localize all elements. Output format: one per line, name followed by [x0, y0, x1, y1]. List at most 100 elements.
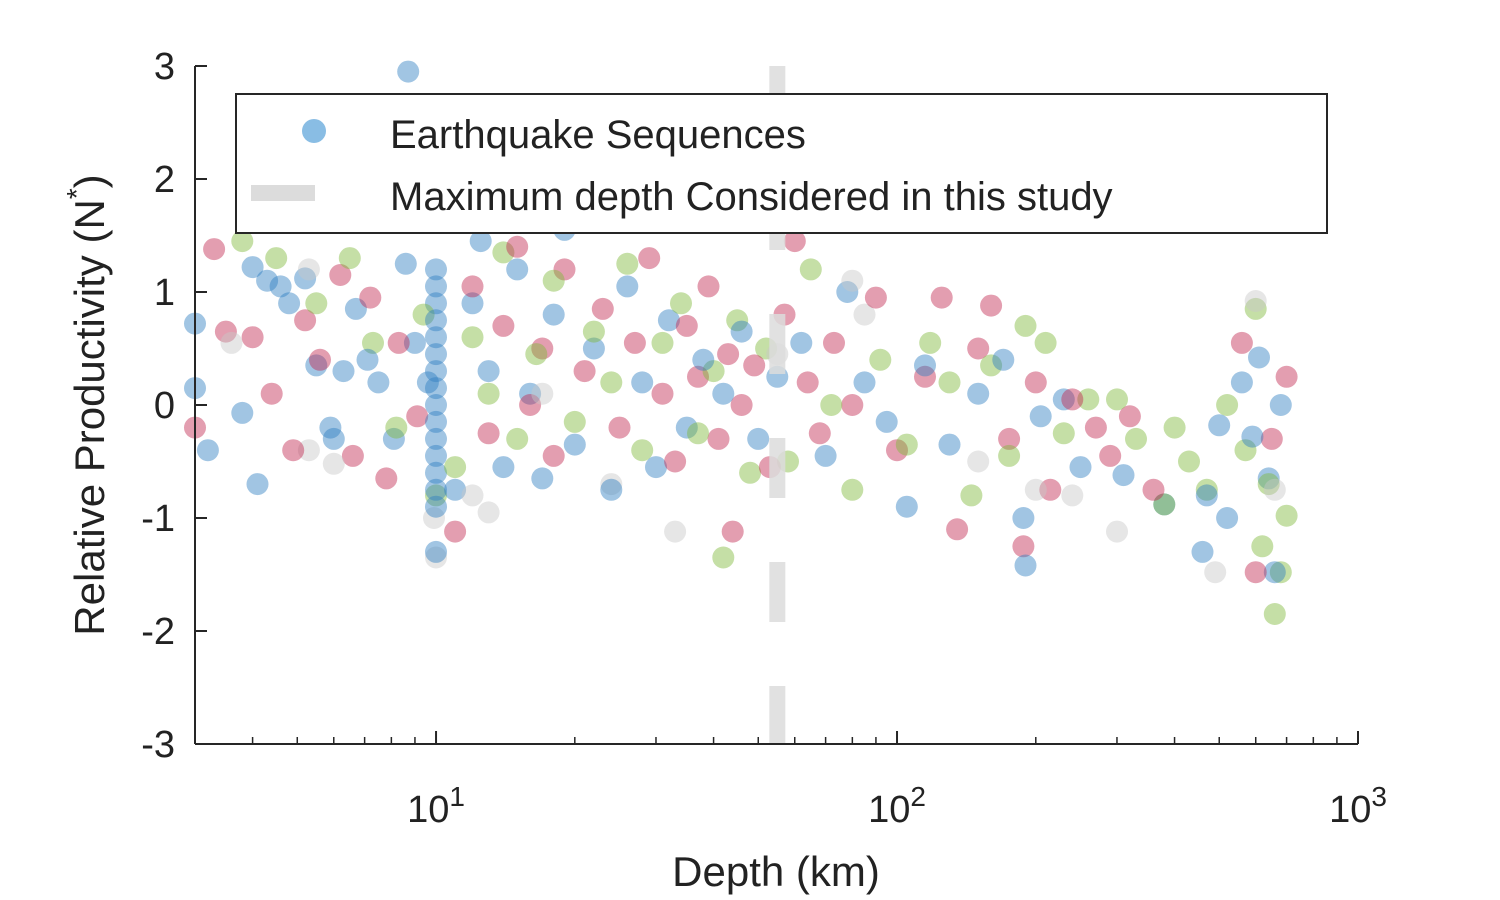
data-point [790, 331, 813, 354]
data-point [692, 348, 715, 371]
data-point [425, 258, 447, 281]
data-point [600, 478, 623, 501]
data-point [600, 473, 623, 496]
data-point [492, 456, 515, 479]
data-point [1263, 478, 1286, 501]
data-point [697, 275, 720, 298]
data-point [469, 230, 492, 253]
y-tick-label: -3 [141, 724, 175, 766]
y-axis-title-group: Relative Productivity (N*) [61, 174, 113, 635]
data-point [294, 309, 317, 332]
data-point [980, 354, 1003, 377]
data-point [600, 371, 623, 394]
data-point [864, 286, 887, 309]
data-point [322, 427, 345, 450]
data-point [783, 230, 806, 253]
data-point [930, 286, 953, 309]
data-point [651, 331, 674, 354]
data-point [841, 269, 864, 292]
data-point [1142, 478, 1165, 501]
data-point [730, 320, 753, 343]
data-point [519, 382, 542, 405]
data-point [707, 427, 730, 450]
data-point [1241, 425, 1264, 448]
data-point [739, 461, 762, 484]
data-point [980, 294, 1003, 317]
data-point [492, 314, 515, 337]
data-point [1257, 467, 1280, 490]
data-point [231, 230, 254, 253]
data-point [1263, 561, 1286, 584]
data-point [1029, 405, 1052, 428]
data-point [582, 320, 605, 343]
data-point [1260, 427, 1283, 450]
data-point [1153, 493, 1176, 516]
data-point [477, 501, 500, 524]
data-point [531, 382, 554, 405]
data-point [808, 422, 831, 445]
data-point [260, 382, 283, 405]
data-point [967, 450, 990, 473]
data-point [1084, 416, 1107, 439]
data-point [1244, 561, 1267, 584]
data-point [1106, 520, 1128, 543]
data-point [506, 258, 529, 281]
data-point [406, 405, 429, 428]
data-point [1061, 388, 1084, 411]
data-point [730, 394, 753, 416]
data-point [1204, 561, 1227, 584]
data-point [425, 309, 447, 332]
data-point [477, 360, 500, 383]
data-point [461, 275, 484, 298]
data-point [869, 348, 892, 371]
data-point [1275, 504, 1298, 527]
data-point [1012, 535, 1035, 558]
data-point [1077, 388, 1100, 411]
data-point [294, 267, 317, 290]
data-point [1014, 314, 1037, 337]
data-point [1263, 603, 1286, 625]
data-point [425, 394, 447, 416]
data-point [477, 422, 500, 445]
data-point [425, 377, 447, 400]
data-point [841, 394, 864, 416]
data-point [444, 478, 467, 501]
data-point [1251, 535, 1274, 558]
data-point [1244, 290, 1267, 312]
legend-box [235, 93, 1328, 234]
data-point [425, 478, 447, 501]
legend: Earthquake Sequences Maximum depth Consi… [235, 93, 1328, 234]
y-tick-label: -2 [141, 611, 175, 653]
data-point [423, 507, 445, 529]
data-point [246, 473, 269, 496]
data-point [1248, 346, 1270, 369]
y-axis-title-main: Relative Productivity (N [66, 199, 113, 635]
x-tick-label: 101 [407, 781, 465, 831]
data-point [385, 416, 408, 439]
data-point [344, 297, 367, 320]
data-point [425, 427, 447, 450]
data-point [531, 337, 554, 360]
data-point [425, 360, 447, 383]
data-point [425, 292, 447, 315]
data-point [196, 439, 219, 462]
x-axis-title: Depth (km) [672, 848, 880, 895]
data-point [542, 269, 565, 292]
data-point [425, 275, 447, 298]
data-point [1118, 405, 1141, 428]
data-point [841, 478, 864, 501]
data-point [645, 456, 667, 479]
data-point [416, 371, 439, 394]
data-point [616, 275, 639, 298]
data-point [591, 297, 614, 320]
data-point [670, 292, 692, 315]
data-point [886, 439, 908, 462]
data-point [687, 422, 709, 445]
data-point [623, 331, 646, 354]
data-point [631, 371, 654, 394]
data-point [412, 303, 435, 326]
data-point [998, 444, 1021, 467]
data-point [319, 416, 342, 439]
data-point [638, 247, 661, 270]
